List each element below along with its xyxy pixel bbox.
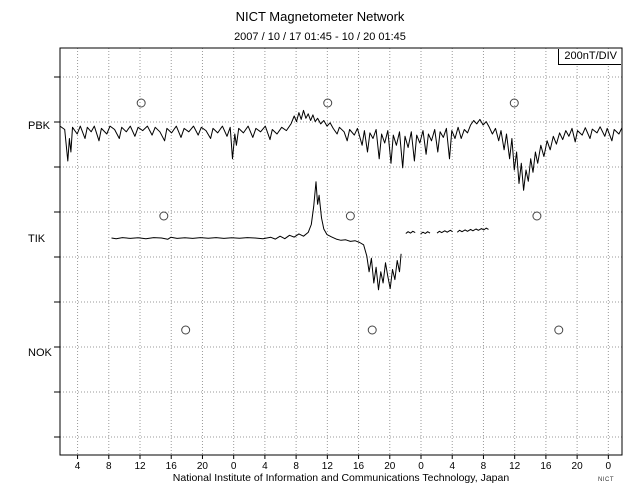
noon-marker-circle [554, 325, 564, 335]
noon-marker-circle [136, 98, 146, 108]
x-tick-label: 16 [353, 461, 365, 472]
noon-marker-circle [159, 211, 169, 221]
scale-per-division-label: 200nT/DIV [558, 49, 621, 65]
trace-tik [436, 229, 453, 234]
x-tick-label: 4 [449, 461, 455, 472]
station-label: PBK [28, 120, 51, 132]
station-label: NOK [28, 347, 53, 359]
x-tick-label: 0 [418, 461, 424, 472]
x-tick-label: 0 [231, 461, 237, 472]
x-tick-label: 0 [606, 461, 612, 472]
noon-marker-circle [532, 211, 542, 221]
page-title: NICT Magnetometer Network [235, 9, 405, 24]
noon-marker-circle [181, 325, 191, 335]
x-tick-label: 20 [197, 461, 209, 472]
x-tick-label: 12 [134, 461, 146, 472]
trace-pbk [59, 109, 623, 191]
x-tick-label: 20 [384, 461, 396, 472]
trace-tik [456, 227, 489, 233]
plot-border [59, 47, 623, 456]
station-label: TIK [28, 233, 46, 245]
trace-tik [405, 230, 416, 234]
x-tick-label: 12 [509, 461, 521, 472]
trace-tik [111, 181, 402, 291]
x-tick-label: 16 [540, 461, 552, 472]
noon-marker-circle [345, 211, 355, 221]
noon-marker-circle [323, 98, 333, 108]
x-tick-label: 20 [572, 461, 584, 472]
x-tick-label: 4 [262, 461, 268, 472]
x-tick-label: 8 [106, 461, 112, 472]
x-tick-label: 4 [75, 461, 81, 472]
footer-stamp: NICT [598, 477, 614, 483]
noon-marker-circle [509, 98, 519, 108]
trace-tik [420, 231, 431, 235]
institution-footer: National Institute of Information and Co… [172, 472, 510, 484]
x-tick-label: 8 [481, 461, 487, 472]
x-tick-label: 16 [166, 461, 178, 472]
time-range-subtitle: 2007 / 10 / 17 01:45 - 10 / 20 01:45 [234, 31, 406, 43]
x-tick-label: 12 [322, 461, 334, 472]
noon-marker-circle [367, 325, 377, 335]
x-tick-label: 8 [293, 461, 299, 472]
